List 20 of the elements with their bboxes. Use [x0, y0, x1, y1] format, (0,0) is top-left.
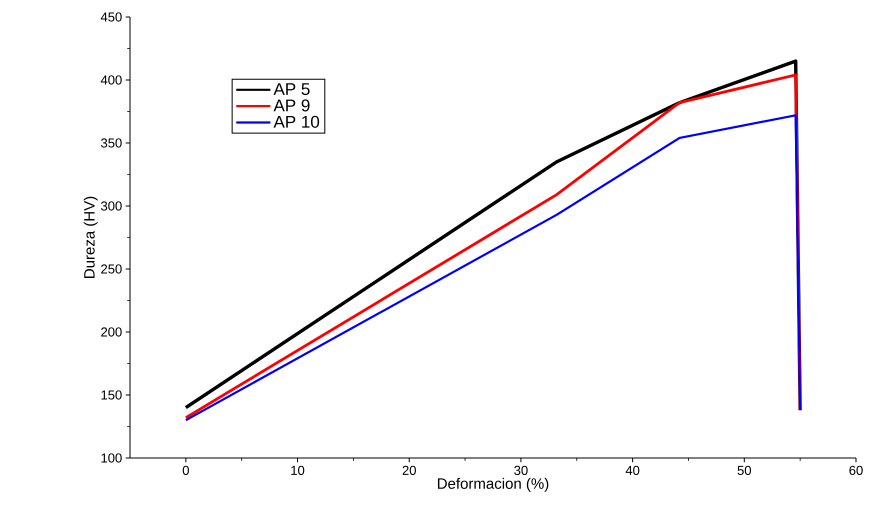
- y-tick-label: 100: [102, 453, 122, 463]
- y-tick-label: 400: [100, 75, 122, 85]
- x-tick-label: 30: [514, 466, 528, 475]
- y-tick-label: 300: [101, 201, 122, 211]
- y-axis-title: Dureza (HV): [84, 196, 98, 278]
- legend-label: AP 5: [274, 83, 310, 96]
- x-tick-label: 20: [402, 466, 416, 475]
- x-tick-label: 50: [738, 466, 752, 475]
- y-tick-label: 350: [101, 138, 122, 148]
- legend-label: AP 10: [274, 116, 320, 128]
- y-tick-label: 450: [100, 12, 122, 22]
- x-tick-label: 10: [291, 466, 304, 475]
- x-axis-title: Deformacion (%): [438, 478, 548, 492]
- x-tick-label: 40: [626, 466, 640, 475]
- y-tick-label: 150: [102, 390, 122, 400]
- legend-label: AP 9: [274, 99, 310, 112]
- x-tick-label: 60: [849, 466, 863, 475]
- x-tick-label: 0: [182, 466, 189, 475]
- y-tick-label: 250: [101, 264, 122, 274]
- y-tick-label: 200: [101, 327, 122, 337]
